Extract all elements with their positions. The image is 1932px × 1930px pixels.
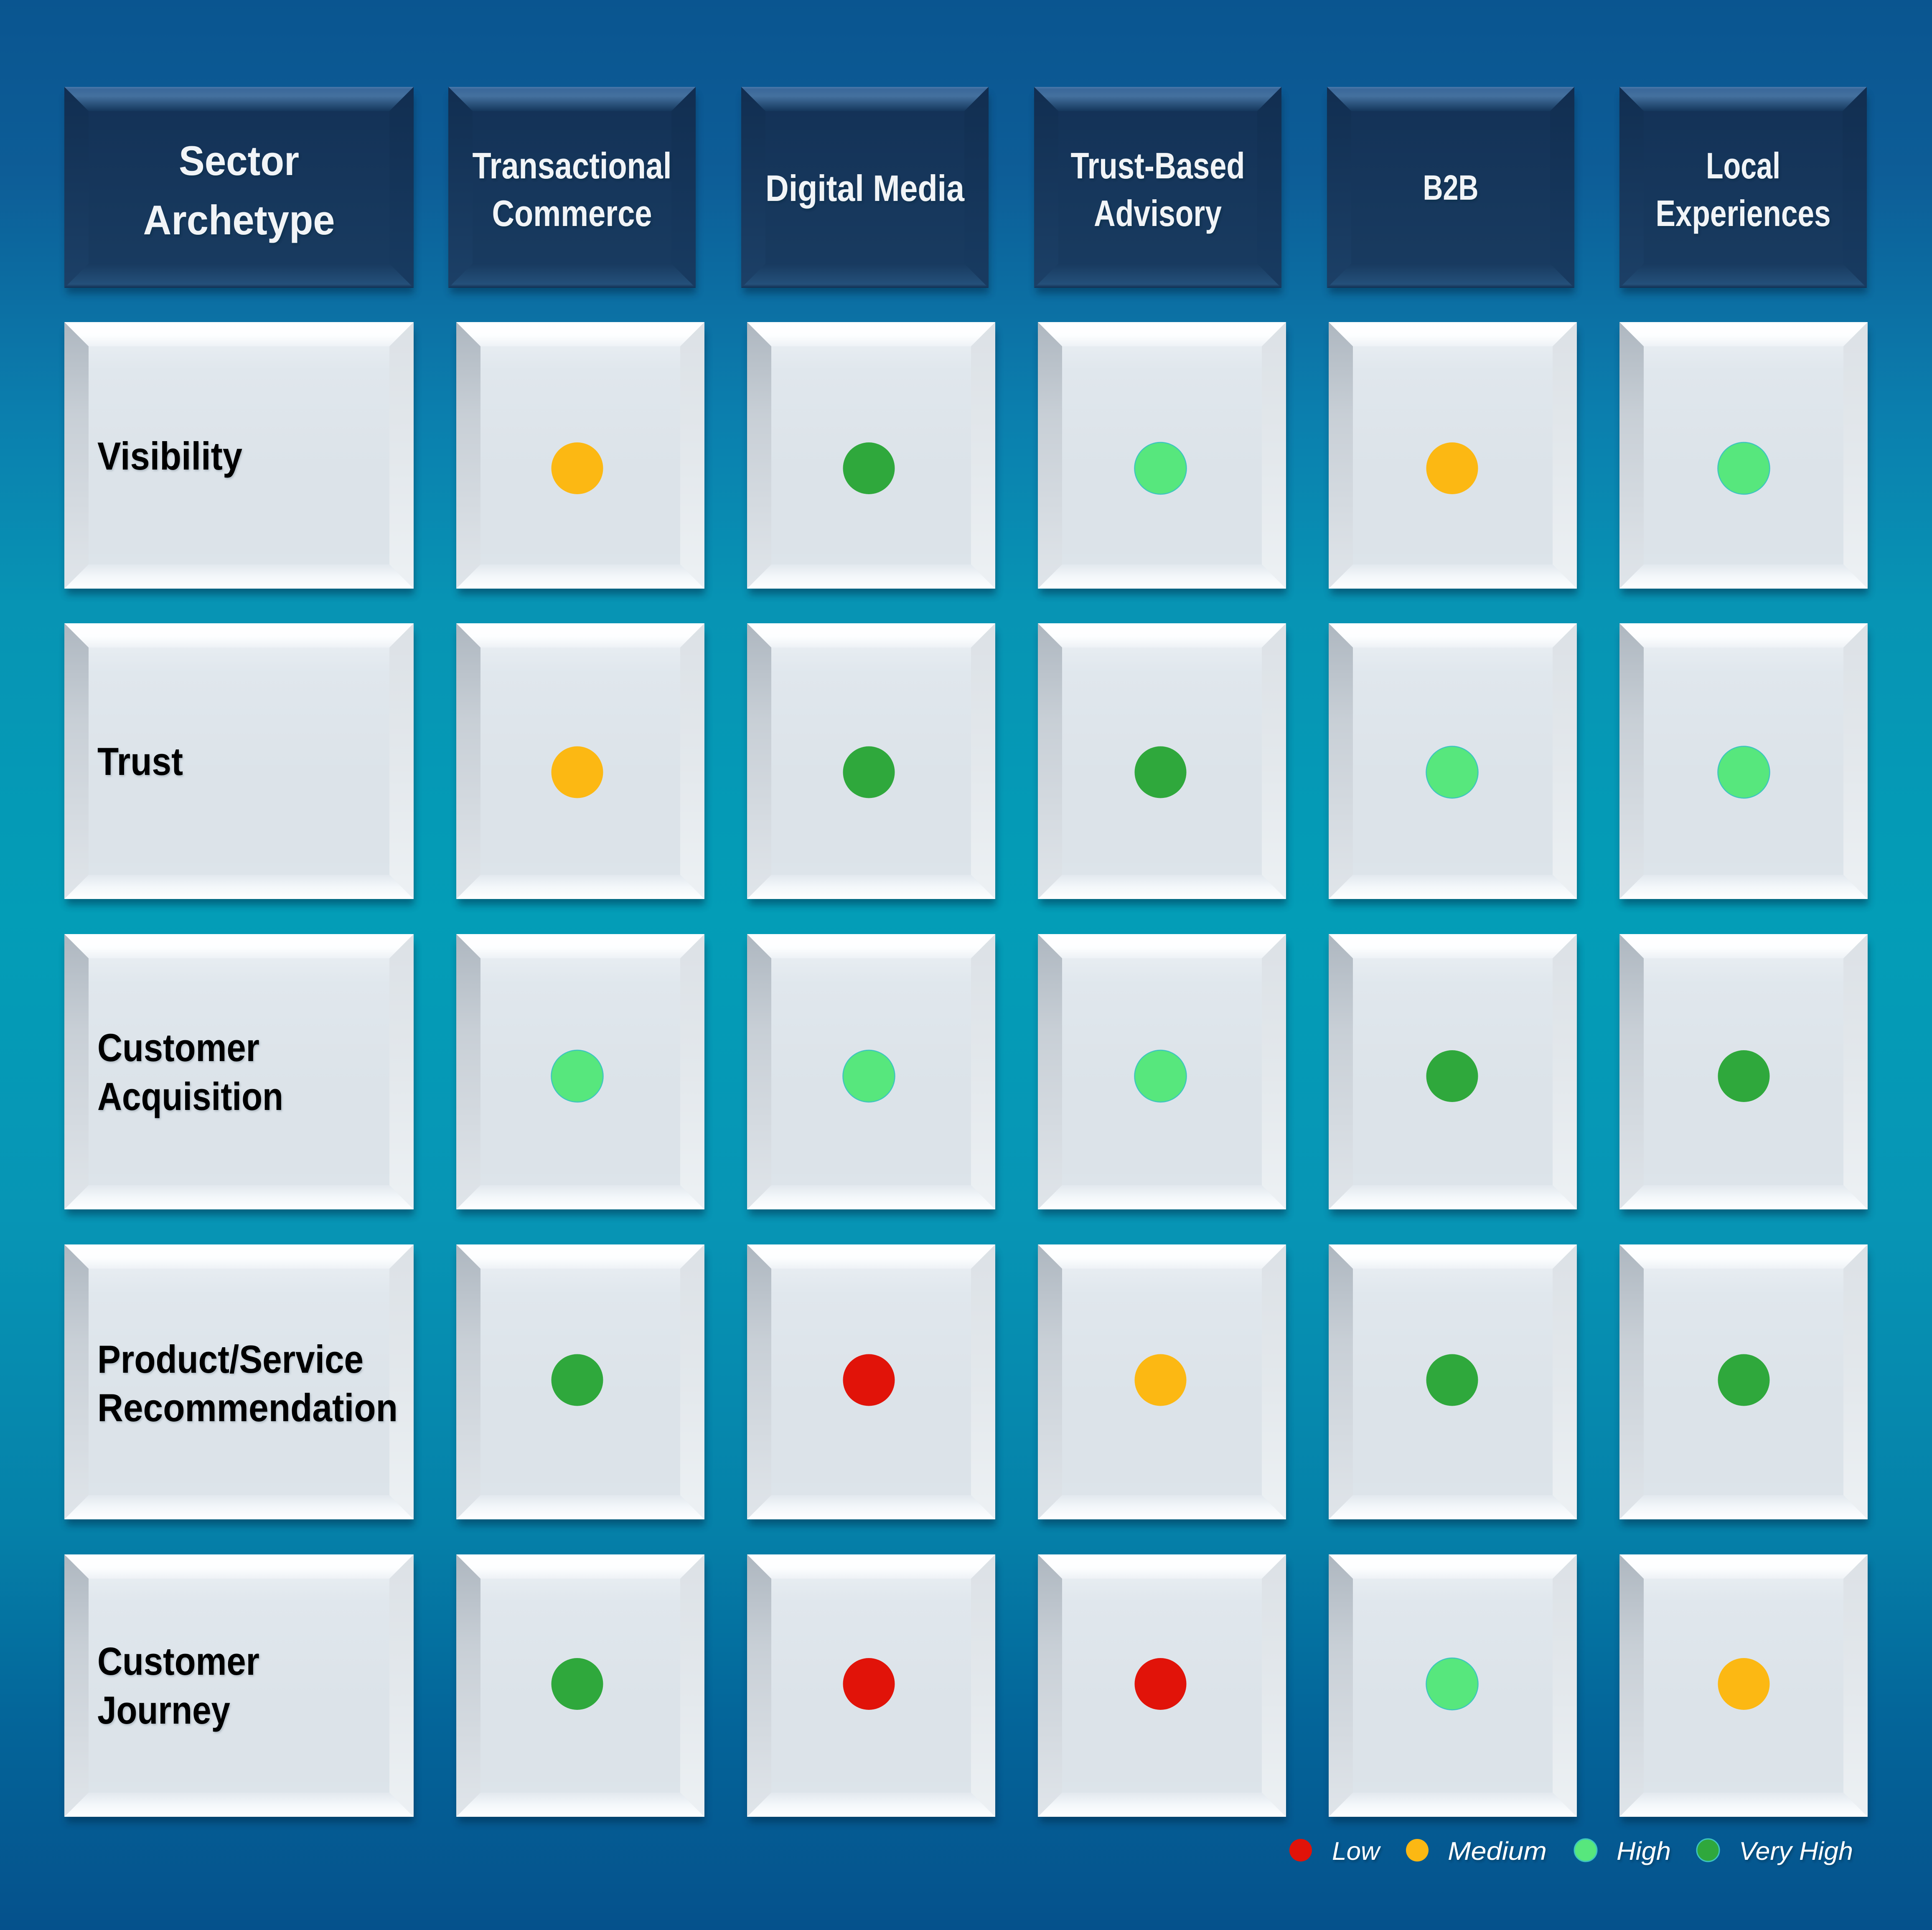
- svg-text:Customer: Customer: [97, 1639, 259, 1683]
- svg-text:Trust: Trust: [97, 739, 183, 783]
- svg-text:Visibility: Visibility: [97, 434, 242, 478]
- svg-text:Low: Low: [1332, 1837, 1381, 1865]
- svg-text:Customer: Customer: [97, 1026, 259, 1069]
- svg-text:Recommendation: Recommendation: [97, 1386, 398, 1430]
- svg-text:Local: Local: [1706, 145, 1780, 186]
- svg-text:Very High: Very High: [1739, 1837, 1853, 1865]
- svg-text:Medium: Medium: [1448, 1837, 1547, 1865]
- svg-text:Journey: Journey: [97, 1688, 230, 1732]
- svg-text:Trust-Based: Trust-Based: [1071, 145, 1245, 186]
- svg-text:Experiences: Experiences: [1656, 193, 1831, 234]
- svg-text:Advisory: Advisory: [1094, 193, 1222, 234]
- svg-text:High: High: [1617, 1837, 1671, 1865]
- svg-text:Digital Media: Digital Media: [765, 168, 965, 209]
- svg-text:Archetype: Archetype: [143, 197, 335, 243]
- svg-text:Product/Service: Product/Service: [97, 1337, 364, 1381]
- svg-text:B2B: B2B: [1423, 168, 1479, 207]
- svg-text:Sector: Sector: [179, 137, 299, 184]
- svg-text:Transactional: Transactional: [473, 145, 672, 186]
- svg-text:Acquisition: Acquisition: [97, 1074, 283, 1118]
- svg-text:Commerce: Commerce: [492, 193, 652, 234]
